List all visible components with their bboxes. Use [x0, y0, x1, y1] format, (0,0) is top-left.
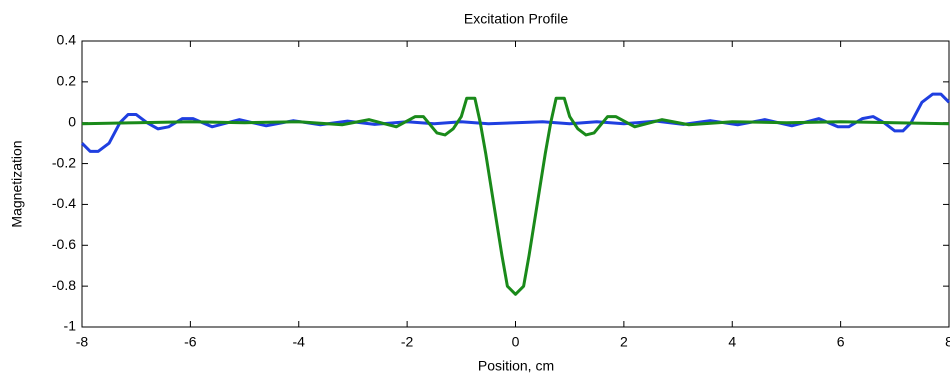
- x-axis-label: Position, cm: [478, 358, 554, 374]
- x-tick-label: 0: [512, 334, 520, 350]
- y-tick-label: -0.8: [52, 277, 76, 293]
- y-tick-label: 0.2: [57, 73, 77, 89]
- y-axis-label: Magnetization: [9, 140, 25, 227]
- y-tick-label: -0.6: [52, 236, 76, 252]
- x-tick-label: -6: [184, 334, 197, 350]
- x-tick-label: 8: [945, 334, 950, 350]
- x-tick-label: -8: [76, 334, 89, 350]
- y-tick-label: 0.4: [57, 32, 77, 48]
- y-tick-label: 0: [68, 113, 76, 129]
- plot-frame: [81, 40, 950, 328]
- x-tick-label: 4: [728, 334, 736, 350]
- x-tick-label: -4: [293, 334, 306, 350]
- x-tick-label: 2: [620, 334, 628, 350]
- y-tick-label: -0.2: [52, 154, 76, 170]
- data-line: [80, 92, 950, 153]
- y-tick-label: -0.4: [52, 195, 76, 211]
- x-tick-label: -2: [401, 334, 414, 350]
- data-line: [81, 96, 950, 296]
- x-tick-label: 6: [837, 334, 845, 350]
- y-tick-label: -1: [64, 318, 77, 334]
- chart-title: Excitation Profile: [464, 11, 568, 27]
